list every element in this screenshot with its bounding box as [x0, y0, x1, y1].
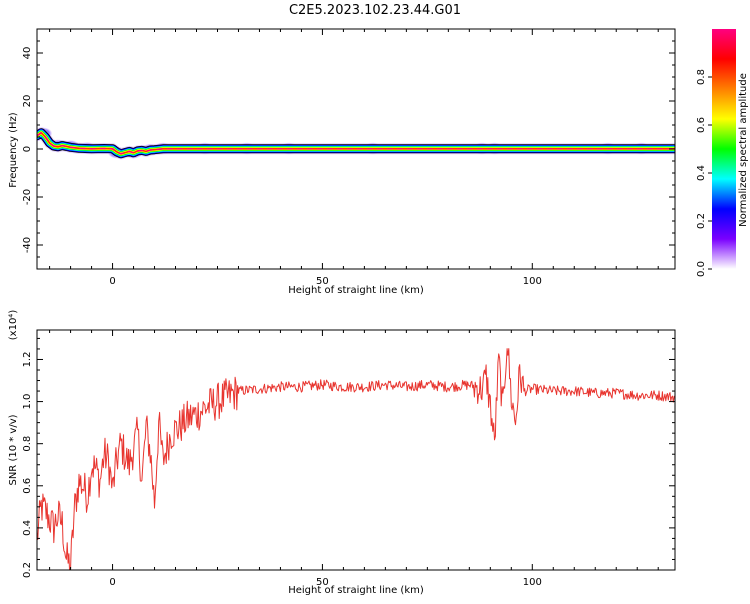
spectrogram-ytick-label: -40: [22, 237, 33, 253]
snr-ytick-label: 0.4: [22, 520, 33, 536]
ridge-band-red: [37, 131, 675, 155]
snr-xlabel: Height of straight line (km): [288, 585, 424, 596]
spectrogram-content: [37, 127, 675, 160]
snr-ytick-label: 1.0: [22, 394, 33, 410]
spectrogram-xtick-label: 50: [316, 276, 329, 287]
snr-ytick-label: 0.2: [22, 562, 33, 578]
spectrogram-ytick-label: 20: [22, 95, 33, 108]
snr-xtick-label: 0: [109, 577, 115, 588]
spectrogram-ytick-label: -20: [22, 189, 33, 205]
figure-title: C2E5.2023.102.23.44.G01: [289, 3, 461, 18]
snr-ticks: 0 50 100 0.2 0.4 0.6 0.8 1.0 1.2: [22, 330, 675, 588]
spectrogram-xtick-label: 100: [523, 276, 542, 287]
colorbar-label: Normalized spectral amplitude: [738, 73, 749, 227]
colorbar-tick-label: 0.6: [696, 117, 707, 133]
snr-xtick-label: 50: [316, 577, 329, 588]
spectrogram-ylabel: Frequency (Hz): [8, 112, 19, 188]
spectrogram-ytick-label: 40: [22, 47, 33, 60]
snr-series-line: [37, 348, 675, 570]
colorbar-tick-label: 0.8: [696, 69, 707, 85]
colorbar-tick-label: 0.0: [696, 261, 707, 277]
spectrogram-xtick-label: 0: [109, 276, 115, 287]
snr-multiplier: (x10⁴): [8, 310, 19, 341]
colorbar-tick-label: 0.2: [696, 213, 707, 229]
snr-xtick-label: 100: [523, 577, 542, 588]
ridge-band-green: [37, 130, 675, 157]
spectrogram-ticks: 0 50 100 40 20 0 -20 -40: [22, 28, 675, 287]
colorbar-tick-label: 0.4: [696, 165, 707, 181]
colorbar-ticks: 0.0 0.2 0.4 0.6 0.8: [696, 69, 712, 277]
snr-frame: [36, 329, 676, 571]
snr-ytick-label: 0.6: [22, 478, 33, 494]
snr-ylabel: SNR (10 * v/v): [8, 414, 19, 485]
spectrogram-ytick-label: 0: [22, 146, 33, 152]
snr-ytick-label: 0.8: [22, 436, 33, 452]
colorbar-gradient: [712, 29, 736, 269]
spectrogram-panel: 0 50 100 40 20 0 -20 -40 Height of straight lin…: [8, 28, 676, 296]
snr-content: [37, 348, 675, 570]
colorbar: 0.0 0.2 0.4 0.6 0.8 Normalized spectral ampl…: [696, 29, 749, 277]
spectrogram-xlabel: Height of straight line (km): [288, 285, 424, 296]
snr-panel: 0 50 100 0.2 0.4 0.6 0.8 1.0 1.2 Height of strai…: [8, 310, 676, 596]
snr-ytick-label: 1.2: [22, 352, 33, 368]
